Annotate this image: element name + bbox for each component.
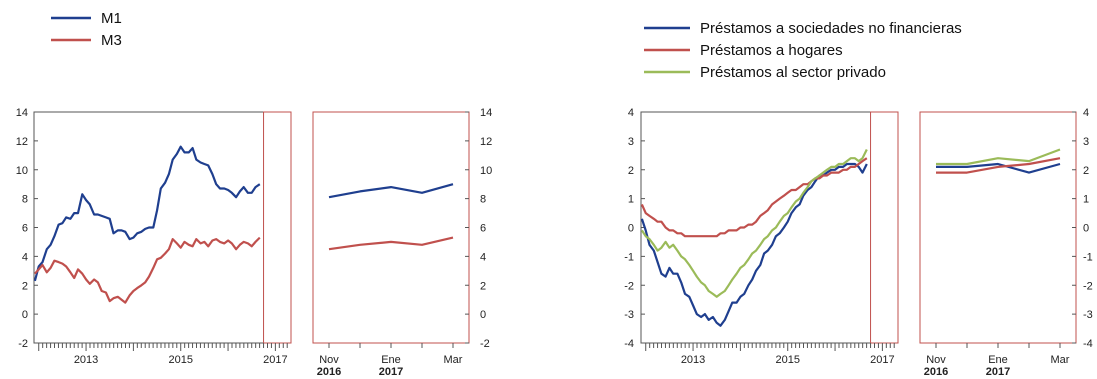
y-tick-label: 3 (628, 136, 634, 148)
x-tick-label: Ene (988, 354, 1008, 366)
y-tick-label-right: 10 (480, 165, 492, 177)
chart-2: Préstamos a sociedades no financieras Pré… (624, 20, 1093, 378)
x-tick-year-label: 2016 (924, 366, 948, 378)
y-tick-label: 10 (16, 165, 28, 177)
x-tick-label: 2015 (775, 354, 799, 366)
series-line (640, 157, 868, 238)
series-line (936, 148, 1061, 166)
x-tick-label: Mar (444, 354, 463, 366)
y-tick-label: -1 (624, 251, 634, 263)
y-tick-label-right: 4 (1083, 107, 1089, 119)
legend-entry: M3 (101, 32, 122, 49)
y-tick-label: 1 (628, 194, 634, 206)
x-tick-label: Mar (1051, 354, 1070, 366)
y-tick-label: -4 (624, 338, 634, 350)
y-tick-label-right: -2 (480, 338, 490, 350)
y-tick-label-right: 3 (1083, 136, 1089, 148)
series-line (936, 162, 1061, 174)
y-tick-label-right: 12 (480, 136, 492, 148)
y-tick-label: 12 (16, 136, 28, 148)
series-line (328, 236, 454, 251)
y-tick-label-right: -4 (1083, 338, 1093, 350)
y-tick-label-right: 2 (480, 280, 486, 292)
x-tick-year-label: 2017 (379, 366, 403, 378)
long-run-frame (640, 111, 899, 344)
y-tick-label: 0 (22, 309, 28, 321)
long-run-frame (33, 111, 292, 344)
y-tick-label-right: 2 (1083, 165, 1089, 177)
series-line (328, 183, 454, 199)
x-tick-label: 2013 (681, 354, 705, 366)
x-tick-year-label: 2017 (986, 366, 1010, 378)
y-tick-label-right: -3 (1083, 309, 1093, 321)
recent-months-frame (919, 111, 1077, 344)
x-tick-year-label: 2016 (317, 366, 341, 378)
y-tick-label: 14 (16, 107, 28, 119)
recent-period-highlight (263, 111, 292, 344)
y-tick-label-right: 0 (480, 309, 486, 321)
series-line (33, 145, 261, 282)
series-line (936, 157, 1061, 174)
x-tick-label: Nov (319, 354, 339, 366)
x-tick-label: 2017 (870, 354, 894, 366)
y-tick-label-right: 0 (1083, 223, 1089, 235)
x-tick-label: Nov (926, 354, 946, 366)
y-tick-label: 4 (628, 107, 634, 119)
y-tick-label: 0 (628, 223, 634, 235)
recent-months-frame (312, 111, 470, 344)
legend-entry: Préstamos a sociedades no financieras (700, 20, 962, 37)
y-tick-label-right: -1 (1083, 251, 1093, 263)
y-tick-label-right: 8 (480, 194, 486, 206)
recent-period-highlight (870, 111, 899, 344)
y-tick-label: -2 (624, 280, 634, 292)
y-tick-label: -2 (18, 338, 28, 350)
y-tick-label: 2 (628, 165, 634, 177)
x-tick-label: 2017 (263, 354, 287, 366)
y-tick-label: 2 (22, 280, 28, 292)
x-tick-label: 2015 (168, 354, 192, 366)
x-tick-label: Ene (381, 354, 401, 366)
long-run-panel: -4 -3 -2 -1 0 1 2 3 4 2013 2015 2017 (624, 107, 899, 366)
series-line (640, 149, 868, 298)
y-tick-label: 4 (22, 251, 28, 263)
legend-entry: Préstamos al sector privado (700, 64, 886, 81)
legend-entry: Préstamos a hogares (700, 42, 843, 59)
series-line (640, 162, 868, 327)
y-tick-label-right: 4 (480, 251, 486, 263)
legend: Préstamos a sociedades no financieras Pré… (644, 20, 962, 81)
y-tick-label-right: 14 (480, 107, 492, 119)
x-tick-label: 2013 (74, 354, 98, 366)
y-tick-label-right: 1 (1083, 194, 1089, 206)
series-line (34, 236, 261, 304)
long-run-panel: -2 0 2 4 6 8 10 12 14 2013 2015 2017 (16, 107, 292, 366)
legend-entry: M1 (101, 10, 122, 27)
y-tick-label-right: -2 (1083, 280, 1093, 292)
y-tick-label: 6 (22, 223, 28, 235)
y-tick-label: 8 (22, 194, 28, 206)
y-tick-label: -3 (624, 309, 634, 321)
y-tick-label-right: 6 (480, 223, 486, 235)
